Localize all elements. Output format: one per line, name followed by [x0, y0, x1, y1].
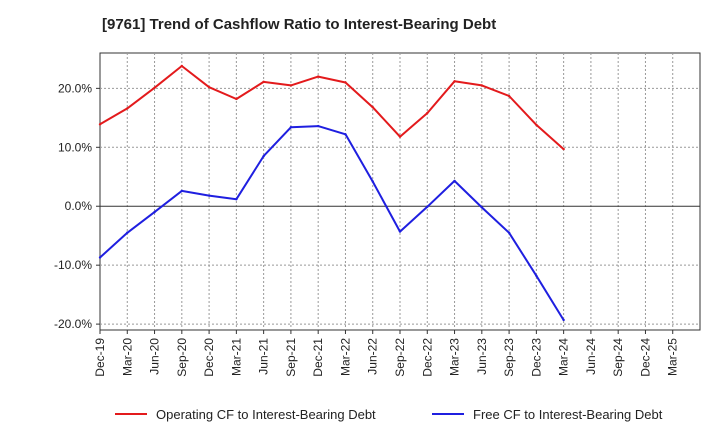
x-tick-label: Mar-23 — [448, 338, 462, 376]
x-tick-label: Dec-24 — [638, 338, 652, 377]
data-point — [344, 81, 347, 84]
data-point — [235, 97, 238, 101]
x-tick-label: Dec-21 — [311, 338, 325, 377]
grid — [100, 53, 700, 330]
data-point — [562, 147, 565, 151]
x-tick-label: Dec-19 — [93, 338, 107, 377]
data-point — [480, 206, 484, 209]
data-point — [426, 205, 429, 209]
data-point — [98, 123, 102, 126]
series-line — [99, 125, 565, 321]
x-tick-label: Sep-22 — [393, 338, 407, 377]
data-point — [262, 154, 265, 158]
data-point — [289, 126, 293, 129]
data-point — [398, 135, 402, 138]
y-tick-label: -20.0% — [54, 317, 92, 331]
x-tick-label: Jun-20 — [148, 338, 162, 375]
legend: Operating CF to Interest-Bearing Debt Fre… — [115, 407, 663, 422]
data-point — [289, 84, 293, 87]
x-tick-label: Mar-22 — [338, 338, 352, 376]
data-point — [371, 106, 374, 109]
data-point — [398, 230, 402, 233]
data-point — [426, 111, 429, 115]
x-tick-label: Dec-22 — [420, 338, 434, 377]
y-axis: -20.0% -10.0% 0.0% 10.0% 20.0% — [54, 81, 100, 331]
data-point — [153, 210, 156, 214]
x-tick-label: Mar-24 — [557, 338, 571, 376]
x-axis: Dec-19 Mar-20 Jun-20 Sep-20 Dec-20 Mar-21 Jun-… — [93, 330, 680, 377]
x-tick-label: Mar-25 — [666, 338, 680, 376]
x-tick-label: Dec-23 — [529, 338, 543, 377]
data-point — [126, 107, 129, 110]
data-point — [207, 194, 211, 197]
data-point — [180, 64, 184, 68]
data-point — [535, 274, 538, 277]
x-tick-label: Sep-23 — [502, 338, 516, 377]
legend-label: Free CF to Interest-Bearing Debt — [473, 407, 663, 422]
data-point — [507, 94, 511, 98]
data-point — [98, 256, 102, 259]
x-tick-label: Sep-20 — [175, 338, 189, 377]
data-point — [207, 85, 211, 89]
data-point — [262, 80, 265, 84]
y-tick-label: -10.0% — [54, 258, 92, 272]
x-tick-label: Jun-24 — [584, 338, 598, 375]
data-point — [316, 124, 320, 128]
data-point — [153, 86, 156, 89]
y-tick-label: 20.0% — [58, 81, 92, 95]
series-lines — [98, 64, 565, 322]
data-point — [562, 318, 565, 322]
x-tick-label: Mar-21 — [229, 338, 243, 376]
x-tick-label: Jun-21 — [257, 338, 271, 375]
x-tick-label: Sep-24 — [611, 338, 625, 377]
x-tick-label: Mar-20 — [120, 338, 134, 376]
chart-title: [9761] Trend of Cashflow Ratio to Intere… — [102, 16, 497, 33]
y-tick-label: 0.0% — [65, 199, 93, 213]
data-point — [453, 179, 456, 183]
x-tick-label: Jun-22 — [366, 338, 380, 375]
data-point — [453, 80, 456, 83]
x-tick-label: Sep-21 — [284, 338, 298, 377]
legend-label: Operating CF to Interest-Bearing Debt — [156, 407, 376, 422]
data-point — [371, 180, 374, 183]
data-point — [480, 84, 484, 87]
data-point — [344, 133, 347, 136]
y-tick-label: 10.0% — [58, 140, 92, 154]
data-point — [126, 231, 129, 234]
plot-area — [99, 52, 701, 331]
series-line — [99, 65, 565, 150]
data-point — [235, 197, 238, 201]
data-point — [535, 123, 538, 127]
data-point — [316, 75, 320, 78]
data-point — [507, 231, 511, 234]
data-point — [180, 189, 184, 193]
x-tick-label: Jun-23 — [475, 338, 489, 375]
x-tick-label: Dec-20 — [202, 338, 216, 377]
